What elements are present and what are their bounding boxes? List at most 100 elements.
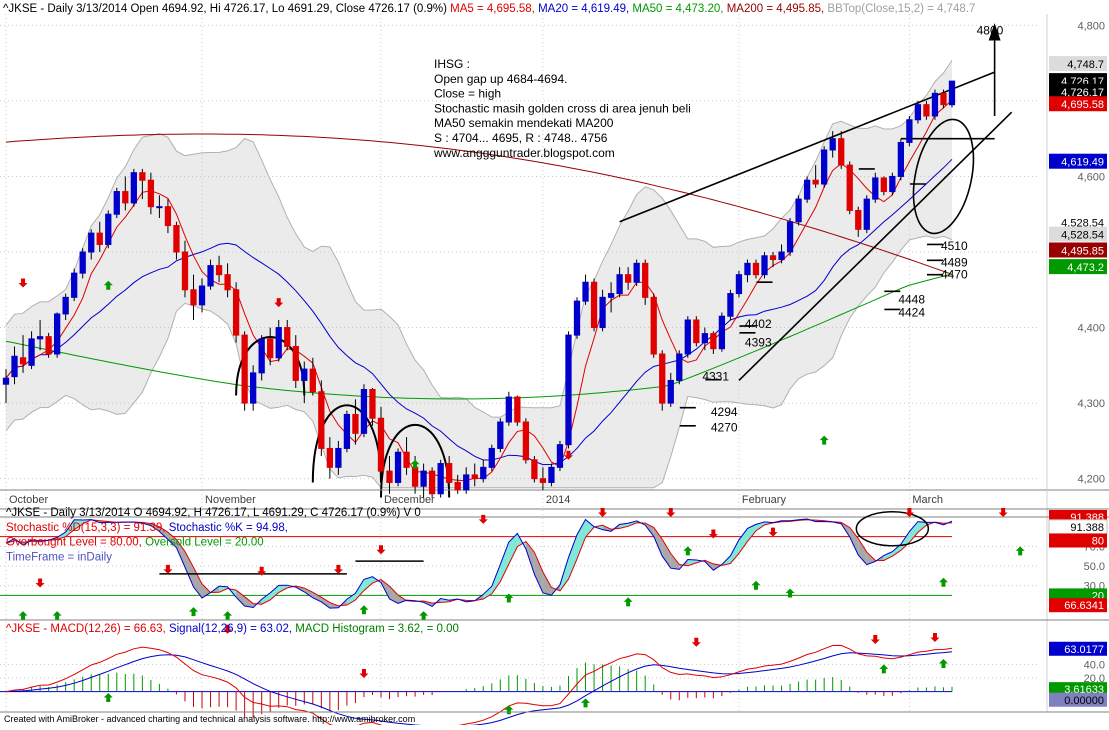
candle-body	[472, 475, 477, 479]
candle-body	[344, 414, 349, 448]
price-level-annotation: 4800	[977, 24, 1004, 38]
price-level-annotation: 4470	[941, 268, 968, 282]
candle-body	[540, 479, 545, 483]
candle-body	[915, 105, 920, 120]
price-header-segment: MA50 = 4,473.20,	[629, 3, 723, 15]
candle-body	[856, 210, 861, 229]
candle-body	[63, 297, 68, 314]
stoch-header-segment: Overbought Level = 80.00,	[6, 537, 142, 549]
candle-body	[736, 275, 741, 294]
candle-body	[285, 328, 290, 347]
candle-body	[199, 286, 204, 305]
candle-body	[174, 226, 179, 252]
candle-body	[353, 414, 358, 433]
candle-body	[455, 482, 460, 490]
candle-body	[429, 471, 434, 494]
stoch-header-line: TimeFrame = inDaily	[6, 551, 112, 563]
macd-value-badge-label: 63.0177	[1064, 644, 1104, 656]
candle-body	[114, 192, 119, 215]
analysis-note-line: Close = high	[434, 87, 501, 101]
analysis-note-line: MA50 semakin mendekati MA200	[434, 116, 614, 130]
candle-body	[822, 150, 827, 184]
candle-body	[651, 297, 656, 354]
candle-body	[438, 464, 443, 494]
price-level-annotation: 4393	[745, 336, 772, 350]
candle-body	[634, 263, 639, 282]
candle-body	[583, 282, 588, 301]
macd-pane-header: ^JKSE - MACD(12,26) = 66.63, Signal(12,2…	[6, 623, 459, 635]
candle-body	[574, 301, 579, 335]
candle-body	[839, 139, 844, 165]
candle-body	[949, 81, 954, 105]
candle-body	[259, 339, 264, 373]
candle-body	[3, 378, 8, 384]
candle-body	[591, 282, 596, 327]
candle-body	[216, 266, 221, 275]
candle-body	[140, 173, 145, 181]
price-header-segment: MA20 = 4,619.49,	[535, 3, 629, 15]
candle-body	[787, 222, 792, 252]
candle-body	[506, 397, 511, 422]
stoch-axis-tick-label: 50.0	[1084, 561, 1105, 573]
candle-body	[924, 105, 929, 116]
stoch-value-badge-label: 80	[1092, 536, 1104, 548]
candle-body	[515, 397, 520, 422]
candle-body	[412, 467, 417, 486]
candle-body	[157, 207, 162, 208]
price-value-badge-label: 4,619.49	[1061, 157, 1104, 169]
candle-body	[890, 176, 895, 191]
candle-body	[89, 233, 94, 252]
price-value-badge-label: 4,528.54	[1061, 230, 1104, 242]
candle-body	[361, 390, 366, 434]
candle-body	[310, 369, 315, 392]
price-axis-tick-label: 4,800	[1077, 20, 1105, 32]
stoch-value-badge-label: 91.388	[1070, 522, 1104, 534]
candle-body	[370, 390, 375, 419]
macd-value-badge-label: 0.00000	[1064, 695, 1104, 707]
price-axis-tick-label: 4,400	[1077, 323, 1105, 335]
candle-body	[796, 199, 801, 222]
candle-body	[404, 452, 409, 467]
candle-body	[932, 93, 937, 116]
candle-body	[608, 294, 613, 298]
candle-body	[378, 418, 383, 471]
price-level-annotation: 4402	[745, 317, 772, 331]
candle-body	[395, 452, 400, 482]
candle-body	[131, 173, 136, 203]
candle-body	[182, 252, 187, 290]
macd-header-segment: MACD Histogram = 3.62, = 0.00	[292, 623, 459, 635]
candle-body	[464, 475, 469, 490]
candle-body	[557, 445, 562, 468]
candle-body	[242, 335, 247, 403]
price-level-annotation: 4270	[711, 420, 738, 434]
candle-body	[123, 192, 128, 203]
candle-body	[873, 178, 878, 199]
candle-body	[728, 294, 733, 317]
price-value-badge-label: 4,473.2	[1067, 262, 1104, 274]
price-axis-tick-label: 4,200	[1077, 474, 1105, 486]
candle-body	[233, 290, 238, 335]
price-header-segment: MA200 = 4,495.85,	[724, 3, 825, 15]
candle-body	[881, 178, 886, 192]
candle-body	[753, 263, 758, 274]
x-axis-label: 2014	[546, 494, 570, 506]
stoch-header-segment: Stochastic %K = 94.98,	[166, 522, 288, 534]
stoch-header-segment: Oversold Level = 20.00	[142, 537, 264, 549]
stoch-header-segment: TimeFrame = inDaily	[6, 551, 112, 563]
candle-body	[532, 460, 537, 479]
candle-body	[29, 339, 34, 365]
candle-body	[847, 165, 852, 210]
price-header-segment: BBTop(Close,15,2) = 4,748.7	[824, 3, 975, 15]
stoch-value-badge-label: 66.6341	[1064, 600, 1104, 612]
candle-body	[387, 471, 392, 482]
candle-body	[165, 207, 170, 226]
stoch-header-line: ^JKSE - Daily 3/13/2014 O 4694.92, H 472…	[6, 507, 421, 519]
candle-body	[668, 380, 673, 403]
candle-body	[779, 252, 784, 260]
candle-body	[864, 199, 869, 229]
candle-body	[54, 314, 59, 354]
candle-body	[327, 448, 332, 467]
candle-body	[677, 354, 682, 380]
